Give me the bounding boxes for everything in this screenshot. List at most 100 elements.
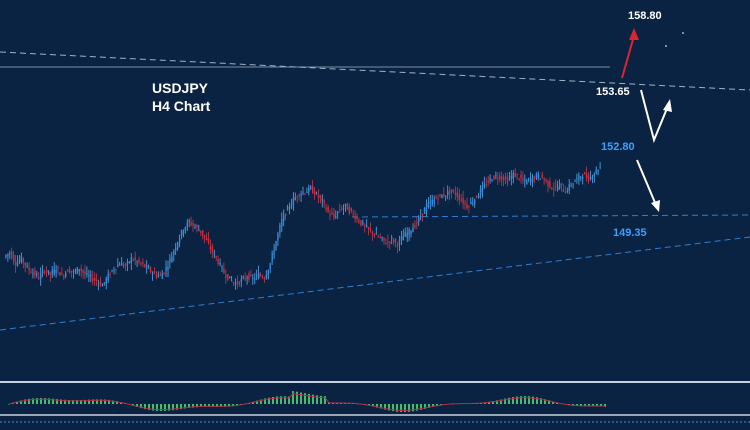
oscillator-bar xyxy=(504,398,506,404)
candle-bear xyxy=(14,261,17,266)
candle-bull xyxy=(479,188,482,196)
candle-bear xyxy=(285,214,287,216)
candle-bull xyxy=(512,172,514,179)
candle-bull xyxy=(157,275,159,277)
candle-bear xyxy=(95,279,98,282)
candle-bull xyxy=(254,278,256,280)
candle-bull xyxy=(107,273,109,281)
oscillator-bar xyxy=(604,404,606,407)
oscillator-bar xyxy=(508,397,510,404)
candle-bull xyxy=(188,221,190,222)
oscillator-panel xyxy=(8,391,606,412)
candle-bear xyxy=(11,251,13,259)
oscillator-bar xyxy=(172,404,174,411)
candle-bull xyxy=(267,269,269,276)
candle-bull xyxy=(599,166,601,168)
oscillator-bar xyxy=(236,404,238,406)
candle-bull xyxy=(256,274,258,276)
candle-bear xyxy=(501,176,503,180)
candle-bull xyxy=(292,197,295,205)
candle-bear xyxy=(564,192,567,194)
candle-bear xyxy=(327,206,329,213)
candle-bull xyxy=(117,264,119,267)
candle-bear xyxy=(452,190,455,192)
oscillator-bar xyxy=(72,400,74,404)
candle-bull xyxy=(176,242,179,249)
oscillator-bar xyxy=(68,400,70,404)
candle-bear xyxy=(319,195,322,199)
oscillator-bar xyxy=(164,404,166,411)
candle-bear xyxy=(493,175,495,179)
oscillator-bar xyxy=(24,399,26,404)
candle-bull xyxy=(213,253,215,255)
candle-bear xyxy=(450,189,453,193)
candle-bear xyxy=(458,194,460,200)
candle-bull xyxy=(281,219,283,227)
candle-bear xyxy=(99,281,102,286)
candle-bear xyxy=(518,178,520,180)
candle-bear xyxy=(149,267,152,273)
oscillator-bar xyxy=(204,404,206,407)
candle-bear xyxy=(248,273,250,280)
oscillator-bar xyxy=(152,404,154,411)
candle-bull xyxy=(433,199,435,204)
candle-bear xyxy=(203,235,206,238)
candle-bear xyxy=(454,192,457,195)
candle-bear xyxy=(421,213,424,216)
oscillator-bar xyxy=(320,395,322,404)
candle-bear xyxy=(439,194,441,196)
candle-bear xyxy=(192,222,194,226)
resistance-line xyxy=(0,51,750,91)
oscillator-bar xyxy=(292,391,294,404)
candle-bull xyxy=(286,206,289,211)
oscillator-bar xyxy=(496,400,498,404)
candle-bear xyxy=(59,272,61,276)
candle-bull xyxy=(425,204,428,212)
candle-bull xyxy=(148,267,150,269)
candle-bull xyxy=(167,266,169,270)
candle-bear xyxy=(225,274,227,278)
candle-bull xyxy=(310,186,312,189)
candle-bear xyxy=(28,267,30,271)
candle-bear xyxy=(227,274,229,280)
candle-bull xyxy=(78,269,80,272)
candle-bull xyxy=(420,216,422,218)
candle-bull xyxy=(470,201,472,204)
candle-bull xyxy=(221,266,223,268)
oscillator-bar xyxy=(200,404,202,407)
candle-bull xyxy=(47,270,50,273)
oscillator-bar xyxy=(232,404,234,407)
candle-bull xyxy=(252,278,254,279)
oscillator-bar xyxy=(208,404,210,407)
oscillator-signal-line xyxy=(8,393,606,411)
candle-bear xyxy=(348,206,350,213)
candle-bull xyxy=(576,178,578,180)
candle-bear xyxy=(456,192,458,197)
oscillator-bar xyxy=(220,404,222,407)
oscillator-bar xyxy=(540,398,542,404)
level-label-152-80: 152.80 xyxy=(601,141,635,153)
candle-bull xyxy=(234,283,237,285)
candle-bull xyxy=(535,173,538,178)
candle-bull xyxy=(219,262,221,265)
oscillator-bar xyxy=(36,398,38,404)
candle-bear xyxy=(354,215,356,220)
candle-bear xyxy=(387,241,389,243)
candle-bull xyxy=(32,273,34,275)
oscillator-bar xyxy=(596,404,598,407)
candle-bear xyxy=(250,275,252,277)
oscillator-bar xyxy=(520,396,522,404)
candle-bull xyxy=(557,186,559,191)
candle-bear xyxy=(358,220,360,223)
candle-bear xyxy=(84,271,86,275)
candle-bull xyxy=(381,237,383,238)
oscillator-bar xyxy=(588,404,590,407)
candle-bear xyxy=(159,275,161,276)
oscillator-bar xyxy=(264,398,266,404)
oscillator-bar xyxy=(372,404,374,407)
candle-bull xyxy=(111,270,113,272)
oscillator-bar xyxy=(92,399,94,404)
oscillator-bar xyxy=(96,399,98,404)
